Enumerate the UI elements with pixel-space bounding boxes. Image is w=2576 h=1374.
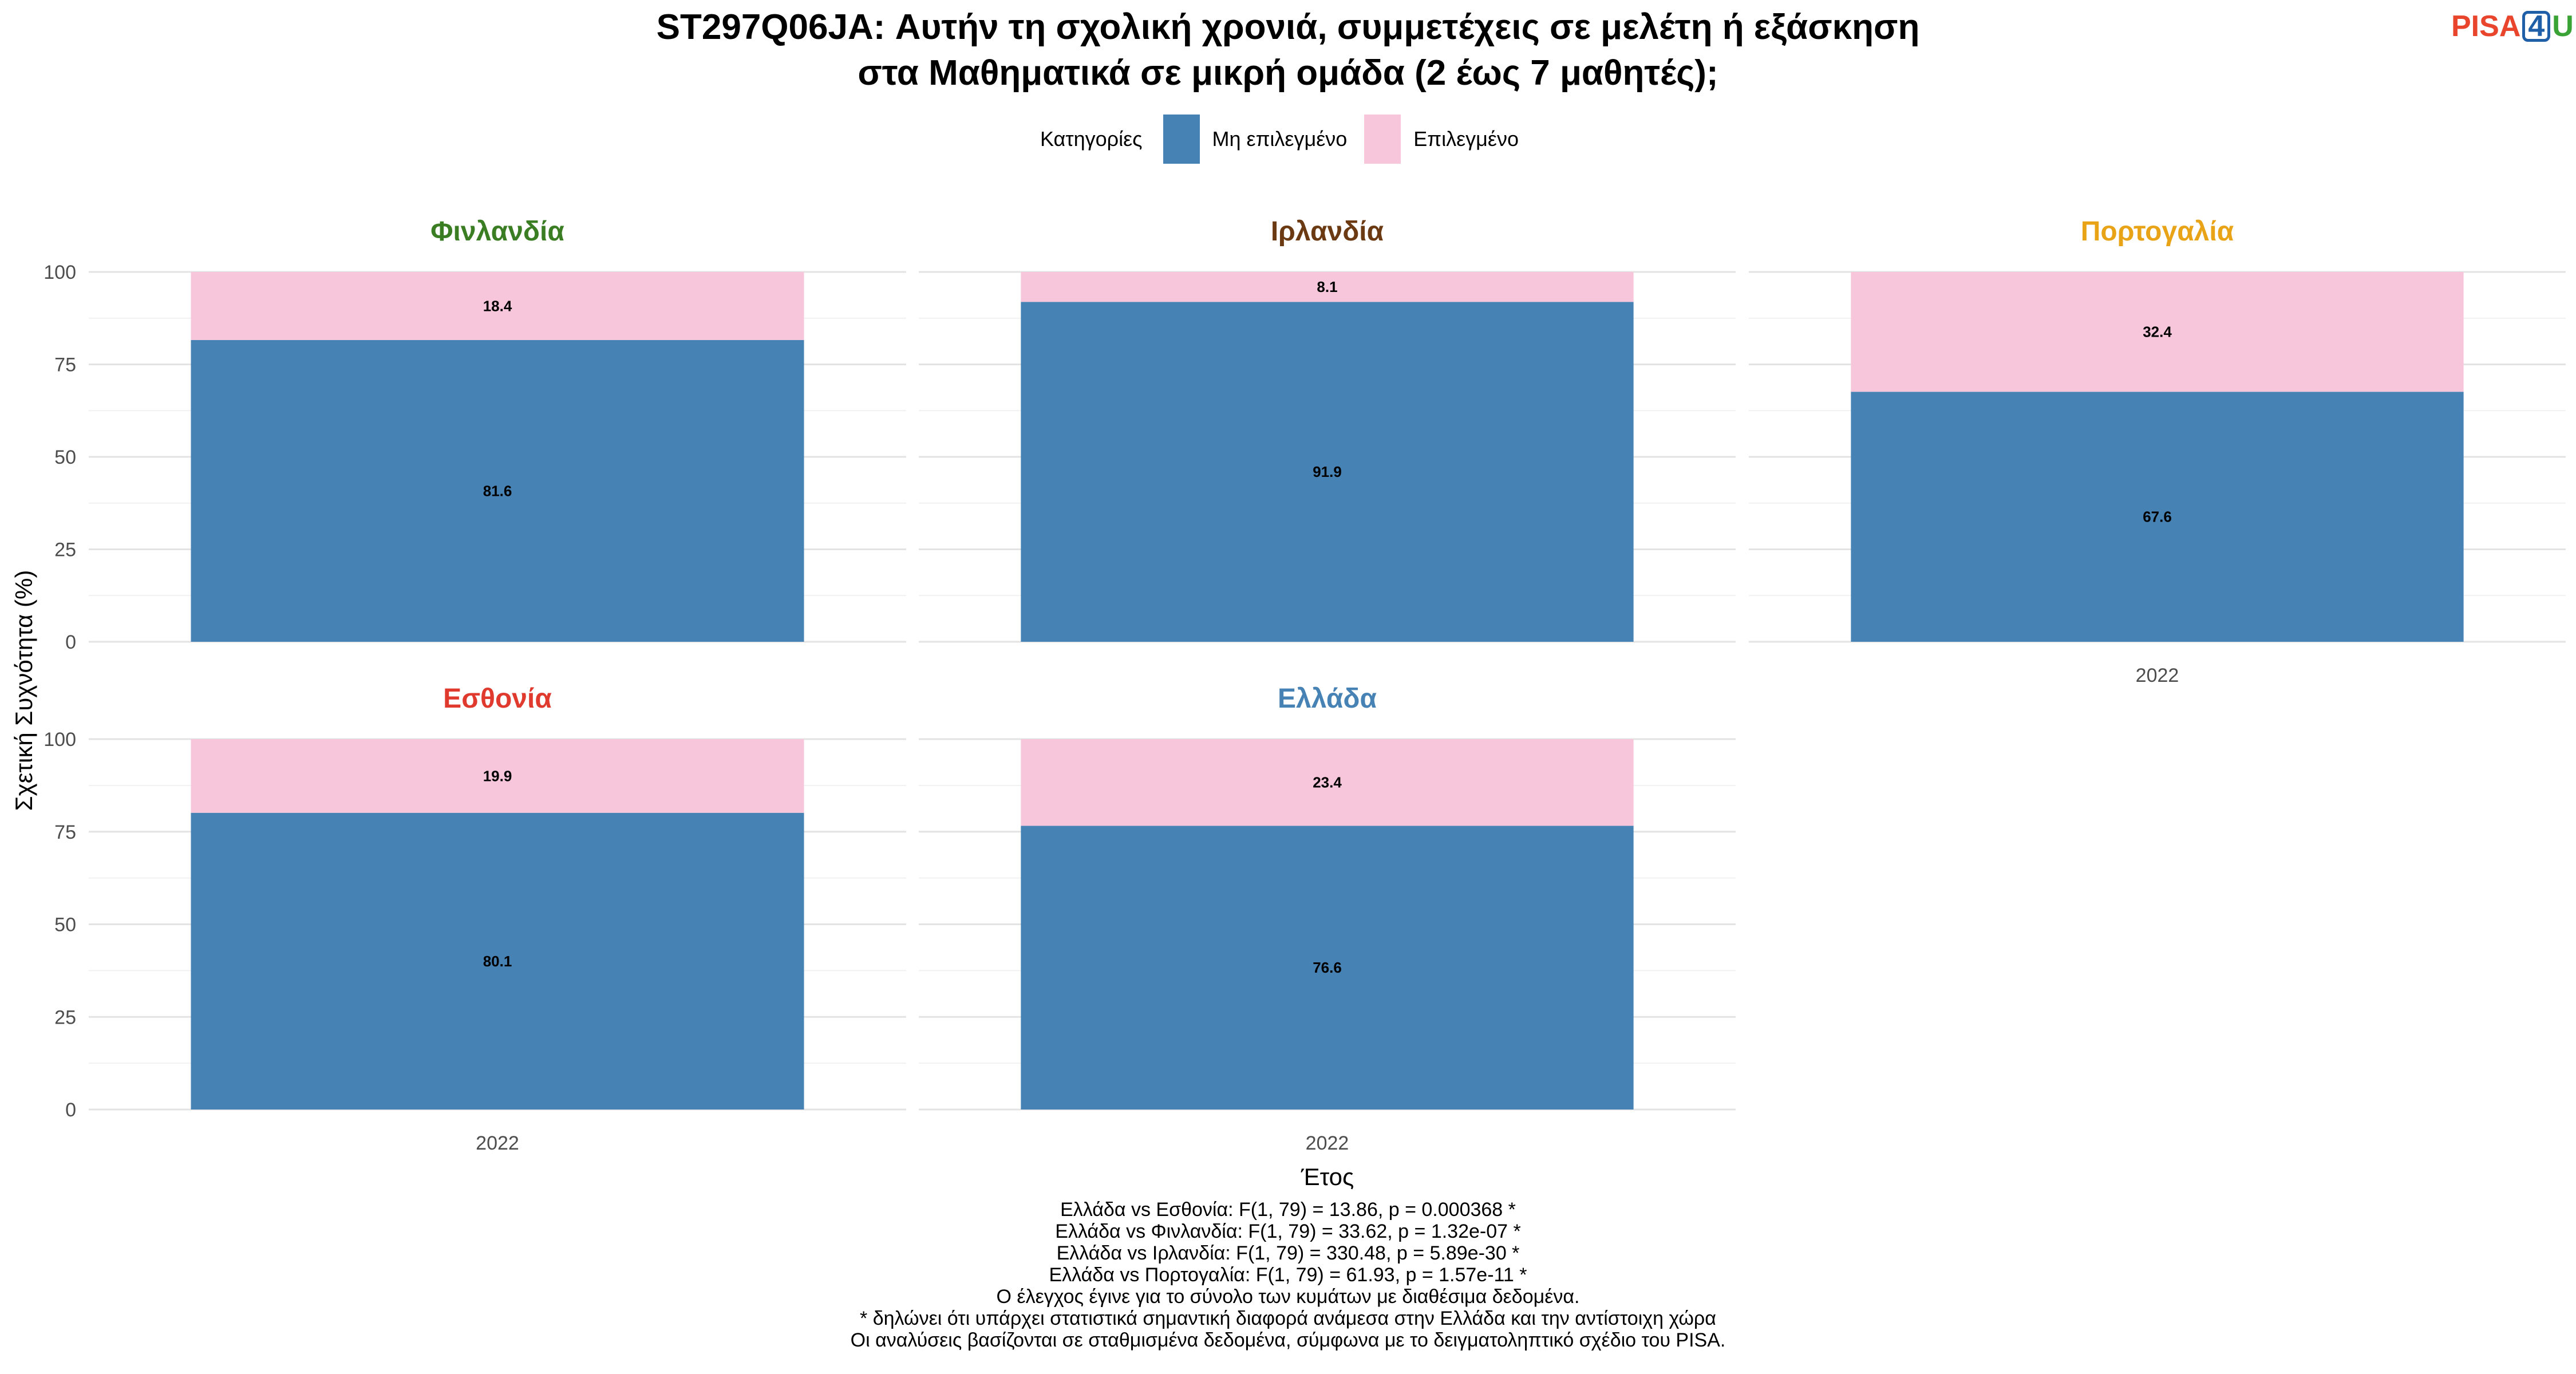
footnote-line: Ελλάδα vs Πορτογαλία: F(1, 79) = 61.93, …: [1049, 1264, 1527, 1286]
bar-segment: [1021, 272, 1634, 302]
y-tick-label: 50: [54, 447, 76, 468]
panel-title: Πορτογαλία: [2081, 216, 2234, 247]
y-tick-label: 25: [54, 539, 76, 561]
data-label: 67.6: [2143, 508, 2172, 526]
legend-label-selected: Επιλεγμένο: [1413, 127, 1519, 151]
legend: Κατηγορίες Μη επιλεγμένο Επιλεγμένο: [0, 114, 2576, 164]
data-label: 76.6: [1313, 959, 1342, 976]
footnotes: Ελλάδα vs Εσθονία: F(1, 79) = 13.86, p =…: [0, 1199, 2576, 1351]
title-line-2: στα Μαθηματικά σε μικρή ομάδα (2 έως 7 μ…: [858, 53, 1718, 93]
panel-title: Εσθονία: [443, 684, 552, 714]
bar-segment: [191, 812, 804, 1110]
x-tick-label: 2022: [2136, 665, 2179, 686]
y-axis-title: Σχετική Συχνότητα (%): [10, 570, 37, 811]
chart-title: ST297Q06JA: Αυτήν τη σχολική χρονιά, συμ…: [0, 5, 2576, 96]
legend-swatch-not-selected: [1163, 114, 1200, 164]
footnote-line: Ελλάδα vs Εσθονία: F(1, 79) = 13.86, p =…: [1060, 1199, 1516, 1221]
y-tick-label: 0: [65, 631, 76, 653]
data-label: 8.1: [1317, 278, 1337, 295]
footnote-line: * δηλώνει ότι υπάρχει στατιστικά σημαντι…: [860, 1308, 1716, 1329]
bar-segment: [191, 739, 804, 813]
legend-item-selected: Επιλεγμένο: [1364, 114, 1519, 164]
title-line-1: ST297Q06JA: Αυτήν τη σχολική χρονιά, συμ…: [656, 7, 1920, 47]
logo-text-pisa: PISA: [2451, 10, 2521, 43]
panel-title: Ελλάδα: [1278, 684, 1377, 714]
panel-title: Φινλανδία: [430, 216, 564, 247]
data-label: 19.9: [483, 767, 512, 784]
chart-area: 81.6 18.4 Φινλανδία 0 25 50 75 100 91.9 8.1 Ιρλανδ…: [10, 216, 2566, 1190]
legend-label-not-selected: Μη επιλεγμένο: [1212, 127, 1348, 151]
x-tick-label: 2022: [1306, 1132, 1349, 1154]
logo-text-4: 4: [2522, 11, 2551, 42]
footnote-line: Ο έλεγχος έγινε για το σύνολο των κυμάτω…: [996, 1286, 1580, 1308]
legend-title: Κατηγορίες: [1040, 127, 1143, 151]
bar-segment: [1851, 392, 2464, 642]
data-label: 81.6: [483, 482, 512, 499]
logo-text-u: U: [2552, 10, 2574, 43]
y-tick-label: 25: [54, 1006, 76, 1028]
bar-segment: [1851, 272, 2464, 392]
x-tick-label: 2022: [476, 1132, 519, 1154]
data-label: 23.4: [1313, 774, 1342, 791]
footnote-line: Οι αναλύσεις βασίζονται σε σταθμισμένα δ…: [850, 1329, 1726, 1351]
y-tick-label: 75: [54, 822, 76, 843]
bar-segment: [1021, 826, 1634, 1110]
legend-item-not-selected: Μη επιλεγμένο: [1163, 114, 1348, 164]
data-label: 80.1: [483, 953, 512, 970]
y-tick-label: 100: [44, 262, 76, 283]
bar-segment: [1021, 739, 1634, 826]
panel-title: Ιρλανδία: [1271, 216, 1384, 247]
x-axis-title: Έτος: [1301, 1163, 1354, 1190]
data-label: 32.4: [2143, 323, 2172, 341]
y-tick-label: 75: [54, 354, 76, 376]
footnote-line: Ελλάδα vs Φινλανδία: F(1, 79) = 33.62, p…: [1055, 1221, 1521, 1242]
pisa4u-logo: PISA 4 U: [2451, 9, 2574, 44]
y-tick-label: 100: [44, 729, 76, 751]
footnote-line: Ελλάδα vs Ιρλανδία: F(1, 79) = 330.48, p…: [1056, 1242, 1520, 1264]
y-tick-label: 50: [54, 914, 76, 936]
bar-segment: [191, 339, 804, 642]
data-label: 18.4: [483, 297, 512, 314]
data-label: 91.9: [1313, 463, 1342, 480]
legend-swatch-selected: [1364, 114, 1401, 164]
bar-segment: [1021, 302, 1634, 642]
y-tick-label: 0: [65, 1099, 76, 1121]
bar-segment: [191, 272, 804, 340]
